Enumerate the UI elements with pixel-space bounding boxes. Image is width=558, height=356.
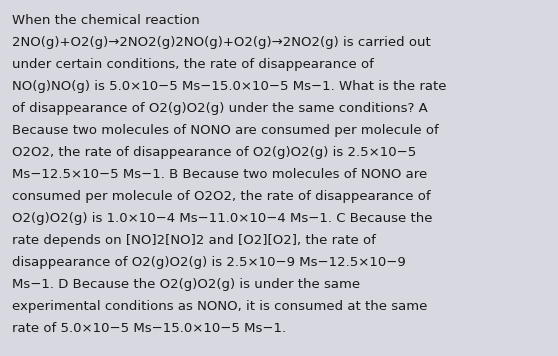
Text: experimental conditions as NONO, it is consumed at the same: experimental conditions as NONO, it is c…	[12, 300, 427, 313]
Text: 2NO(g)+O2(g)→2NO2(g)2NO(g)+O2(g)→2NO2(g) is carried out: 2NO(g)+O2(g)→2NO2(g)2NO(g)+O2(g)→2NO2(g)…	[12, 36, 431, 49]
Text: of disappearance of O2(g)O2(g) under the same conditions? A: of disappearance of O2(g)O2(g) under the…	[12, 102, 428, 115]
Text: O2(g)O2(g) is 1.0×10−4 Ms−11.0×10−4 Ms−1. C Because the: O2(g)O2(g) is 1.0×10−4 Ms−11.0×10−4 Ms−1…	[12, 212, 432, 225]
Text: Ms−1. D Because the O2(g)O2(g) is under the same: Ms−1. D Because the O2(g)O2(g) is under …	[12, 278, 360, 291]
Text: under certain conditions, the rate of disappearance of: under certain conditions, the rate of di…	[12, 58, 374, 71]
Text: O2O2, the rate of disappearance of O2(g)O2(g) is 2.5×10−5: O2O2, the rate of disappearance of O2(g)…	[12, 146, 416, 159]
Text: When the chemical reaction: When the chemical reaction	[12, 14, 200, 27]
Text: Because two molecules of NONO are consumed per molecule of: Because two molecules of NONO are consum…	[12, 124, 439, 137]
Text: rate of 5.0×10−5 Ms−15.0×10−5 Ms−1.: rate of 5.0×10−5 Ms−15.0×10−5 Ms−1.	[12, 322, 286, 335]
Text: Ms−12.5×10−5 Ms−1. B Because two molecules of NONO are: Ms−12.5×10−5 Ms−1. B Because two molecul…	[12, 168, 427, 181]
Text: NO(g)NO(g) is 5.0×10−5 Ms−15.0×10−5 Ms−1. What is the rate: NO(g)NO(g) is 5.0×10−5 Ms−15.0×10−5 Ms−1…	[12, 80, 446, 93]
Text: rate depends on [NO]2[NO]2 and [O2][O2], the rate of: rate depends on [NO]2[NO]2 and [O2][O2],…	[12, 234, 376, 247]
Text: disappearance of O2(g)O2(g) is 2.5×10−9 Ms−12.5×10−9: disappearance of O2(g)O2(g) is 2.5×10−9 …	[12, 256, 406, 269]
Text: consumed per molecule of O2O2, the rate of disappearance of: consumed per molecule of O2O2, the rate …	[12, 190, 431, 203]
